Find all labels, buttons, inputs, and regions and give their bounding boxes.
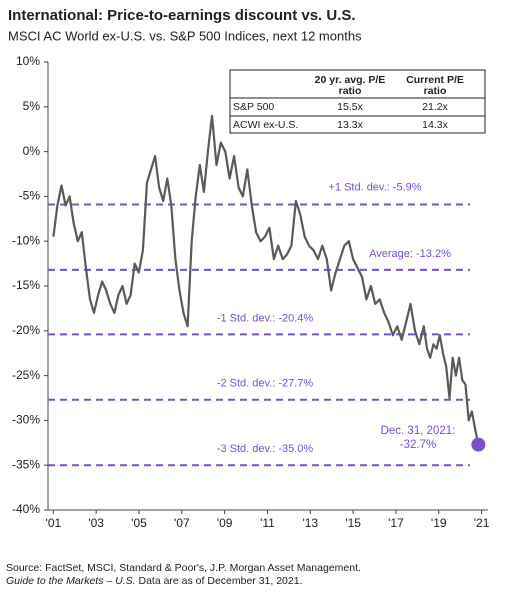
reference-label-bg	[213, 442, 317, 457]
y-tick-label: 5%	[23, 99, 41, 113]
end-label: -32.7%	[400, 439, 436, 451]
y-tick-label: -40%	[12, 502, 40, 516]
chart-subtitle: MSCI AC World ex-U.S. vs. S&P 500 Indice…	[8, 28, 362, 43]
note-italic: Guide to the Markets – U.S.	[6, 575, 136, 587]
table-header: Current P/E	[406, 74, 464, 86]
y-tick-label: -25%	[12, 368, 40, 382]
reference-label: -2 Std. dev.: -27.7%	[217, 378, 314, 390]
table-cell: S&P 500	[233, 101, 274, 113]
table-cell: 21.2x	[422, 101, 448, 113]
x-tick-label: '05	[131, 516, 147, 530]
table-cell: ACWI ex-U.S.	[233, 119, 298, 131]
x-tick-label: '15	[345, 516, 361, 530]
x-tick-label: '19	[431, 516, 447, 530]
y-tick-label: -5%	[19, 189, 41, 203]
y-tick-label: -35%	[12, 457, 40, 471]
reference-label: +1 Std. dev.: -5.9%	[328, 181, 421, 193]
x-tick-label: '13	[302, 516, 318, 530]
data-line	[52, 114, 480, 445]
reference-label-bg	[213, 311, 317, 326]
x-tick-label: '17	[388, 516, 404, 530]
reference-label: -3 Std. dev.: -35.0%	[217, 443, 314, 455]
y-tick-label: -30%	[12, 413, 40, 427]
table-border	[229, 69, 486, 134]
reference-label: Average: -13.2%	[369, 248, 451, 260]
reference-label: -1 Std. dev.: -20.4%	[217, 312, 314, 324]
x-tick-label: '03	[88, 516, 104, 530]
x-tick-label: '01	[46, 516, 62, 530]
y-tick-label: 10%	[16, 54, 40, 68]
x-tick-label: '09	[217, 516, 233, 530]
table-header: ratio	[339, 85, 362, 97]
table-header: ratio	[424, 85, 447, 97]
note: Guide to the Markets – U.S. Data are as …	[6, 575, 303, 587]
table-header: 20 yr. avg. P/E	[315, 74, 386, 86]
end-marker	[471, 437, 486, 452]
source: Source: FactSet, MSCI, Standard & Poor's…	[6, 562, 361, 574]
table-cell: 14.3x	[422, 119, 448, 131]
table-cell: 13.3x	[337, 119, 363, 131]
y-tick-label: -15%	[12, 278, 40, 292]
x-tick-label: '11	[260, 516, 275, 530]
reference-label-bg	[366, 246, 455, 261]
y-tick-label: 0%	[23, 144, 41, 158]
chart-title: International: Price-to-earnings discoun…	[8, 7, 356, 24]
note-text: Data are as of December 31, 2021.	[138, 575, 302, 587]
y-tick-label: -20%	[12, 323, 40, 337]
y-tick-label: -10%	[12, 233, 40, 247]
x-tick-label: '21	[474, 516, 490, 530]
reference-label-bg	[213, 376, 317, 391]
table-cell: 15.5x	[337, 101, 363, 113]
reference-label-bg	[325, 180, 425, 195]
end-label: Dec. 31, 2021:	[381, 425, 456, 437]
x-tick-label: '07	[174, 516, 190, 530]
